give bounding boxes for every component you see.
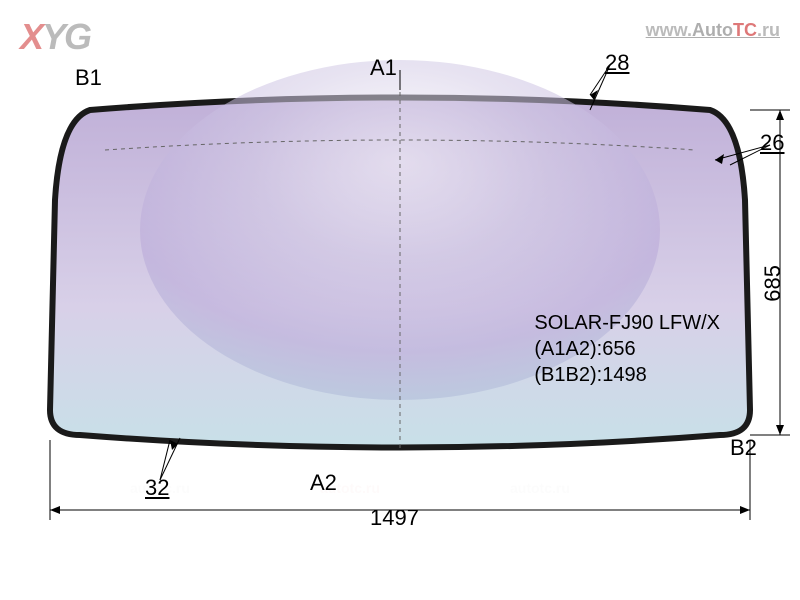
label-28: 28 — [605, 50, 629, 76]
a1a2-value: 656 — [602, 338, 635, 360]
label-32: 32 — [145, 475, 169, 501]
url-auto: Auto — [692, 20, 733, 40]
label-B2: B2 — [730, 435, 757, 461]
product-a1a2: (A1A2):656 — [534, 336, 720, 362]
brand-logo: XYG — [20, 16, 90, 58]
logo-part-1: X — [20, 16, 42, 57]
label-685: 685 — [760, 265, 786, 302]
logo-part-2: YG — [42, 16, 90, 57]
url-tc: TC — [733, 20, 757, 40]
label-1497: 1497 — [370, 505, 419, 531]
url-www: www. — [646, 20, 692, 40]
product-info: SOLAR-FJ90 LFW/X (A1A2):656 (B1B2):1498 — [534, 310, 720, 388]
source-url: www.AutoTC.ru — [646, 20, 780, 41]
wm-tile: autotc.ru — [510, 480, 570, 496]
b1b2-value: 1498 — [602, 364, 647, 386]
label-B1: B1 — [75, 65, 102, 91]
product-b1b2: (B1B2):1498 — [534, 362, 720, 388]
label-A2: A2 — [310, 470, 337, 496]
windshield-svg — [50, 80, 750, 460]
product-code: SOLAR-FJ90 LFW/X — [534, 310, 720, 336]
a1a2-label: (A1A2): — [534, 338, 602, 360]
url-ru: .ru — [757, 20, 780, 40]
b1b2-label: (B1B2): — [534, 364, 602, 386]
diagram-container: XYG www.AutoTC.ru autotc.ru autotc.ru au… — [0, 0, 800, 600]
label-26: 26 — [760, 130, 784, 156]
label-A1: A1 — [370, 55, 397, 81]
